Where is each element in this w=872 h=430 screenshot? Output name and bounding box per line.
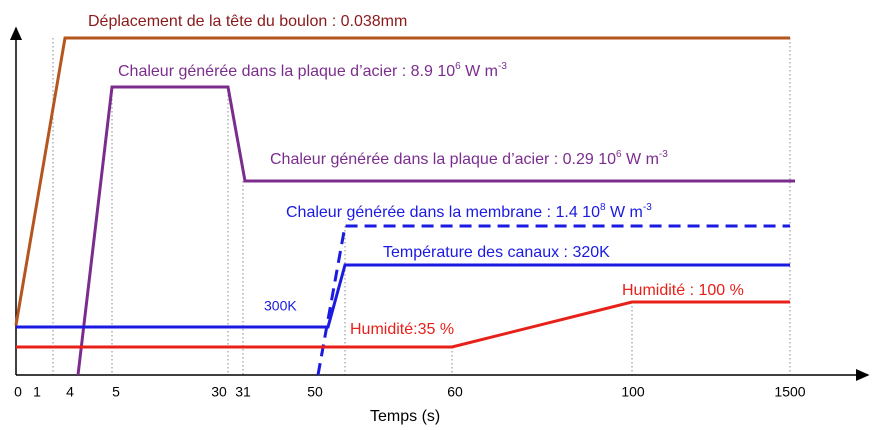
x-tick-label: 30 xyxy=(211,384,227,400)
x-axis-label: Temps (s) xyxy=(370,408,440,425)
x-tick-label: 60 xyxy=(447,384,463,400)
annotation: Humidité:35 % xyxy=(350,321,454,338)
x-tick-label: 0 xyxy=(14,384,22,400)
channel-temp-line xyxy=(16,263,790,329)
displacement-line xyxy=(14,36,790,326)
plate-heat-line xyxy=(76,85,795,376)
title: Déplacement de la tête du boulon : 0.038… xyxy=(88,13,407,30)
membrane-heat-line xyxy=(316,224,790,376)
annotation: 300K xyxy=(264,298,297,314)
x-tick-label: 1500 xyxy=(774,384,805,400)
x-tick-label: 100 xyxy=(621,384,645,400)
x-tick-label: 4 xyxy=(66,384,74,400)
humidity-line xyxy=(16,300,790,349)
x-tick-label: 50 xyxy=(307,384,323,400)
x-tick-label: 5 xyxy=(112,384,120,400)
annotation: Humidité : 100 % xyxy=(622,282,744,299)
guides xyxy=(52,38,791,375)
x-tick-label: 31 xyxy=(235,384,251,400)
annotation: Chaleur générée dans la membrane : 1.4 1… xyxy=(286,202,652,222)
annotation: Chaleur générée dans la plaque d’acier :… xyxy=(118,61,507,81)
annotation: Chaleur générée dans la plaque d’acier :… xyxy=(270,149,668,169)
annotation: Température des canaux : 320K xyxy=(383,244,610,261)
x-ticks: 0 1 4 5 30 31 50 60 100 1500 xyxy=(14,384,806,400)
x-tick-label: 1 xyxy=(33,384,41,400)
